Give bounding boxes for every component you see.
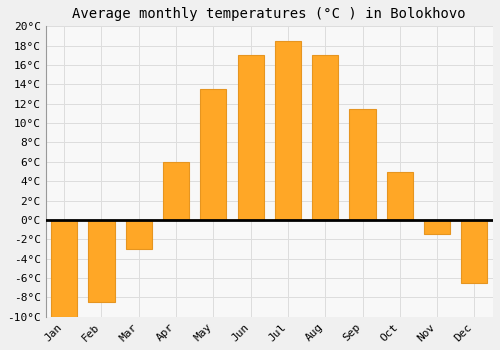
- Bar: [387, 172, 413, 220]
- Bar: [312, 55, 338, 220]
- Title: Average monthly temperatures (°C ) in Bolokhovo: Average monthly temperatures (°C ) in Bo…: [72, 7, 466, 21]
- Bar: [462, 220, 487, 283]
- Bar: [350, 108, 376, 220]
- Bar: [424, 220, 450, 235]
- Bar: [275, 41, 301, 220]
- Bar: [126, 220, 152, 249]
- Bar: [238, 55, 264, 220]
- Bar: [88, 220, 115, 302]
- Bar: [51, 220, 78, 317]
- Bar: [200, 89, 226, 220]
- Bar: [163, 162, 189, 220]
